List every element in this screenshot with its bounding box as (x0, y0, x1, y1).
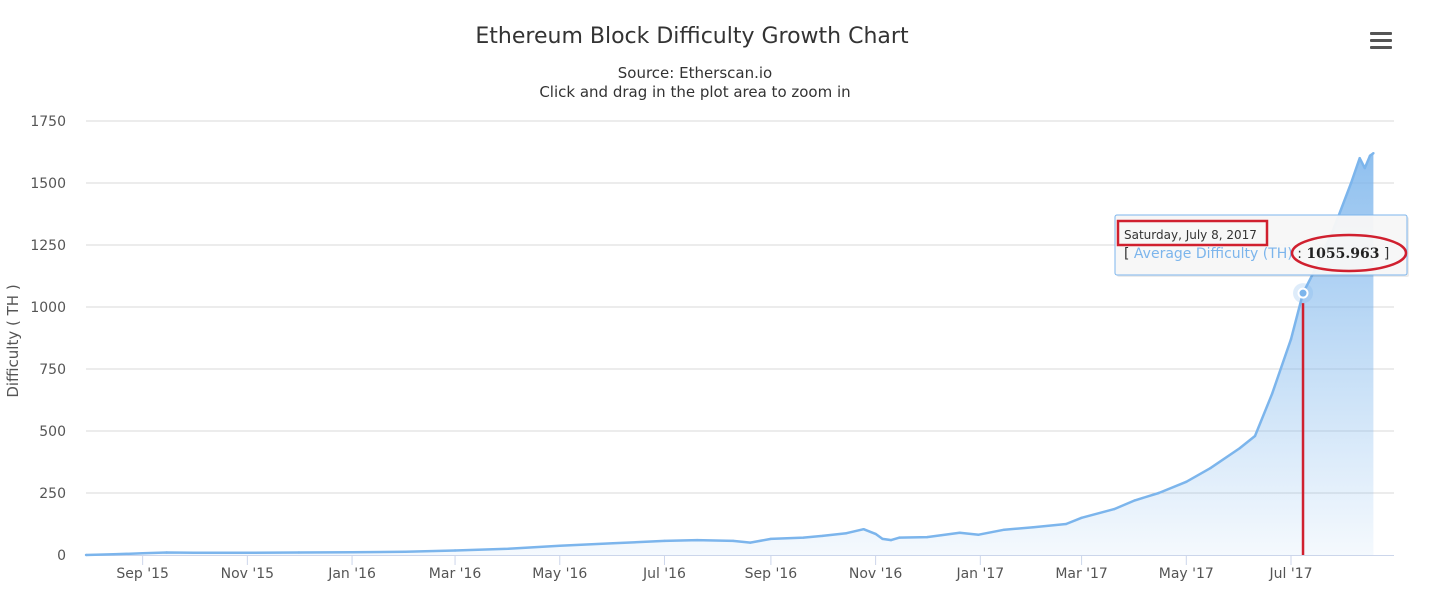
x-tick-label: Sep '16 (745, 566, 798, 582)
tooltip-annotation-layer: Saturday, July 8, 2017 [ Average Difficul… (1114, 214, 1409, 555)
x-tick-label: Nov '15 (221, 566, 274, 582)
data-point[interactable] (611, 542, 615, 545)
x-tick-label: Jul '16 (642, 566, 686, 582)
data-point[interactable] (1349, 181, 1353, 185)
data-point[interactable] (453, 549, 457, 552)
chart-subtitle-source: Source: Etherscan.io (618, 64, 772, 82)
data-point[interactable] (1368, 154, 1372, 157)
series-layer (84, 152, 1375, 557)
data-point[interactable] (165, 551, 168, 554)
x-tick-label: Sep '15 (116, 566, 169, 582)
data-point[interactable] (404, 550, 407, 553)
x-tick-label: May '16 (532, 566, 587, 582)
data-point[interactable] (1209, 467, 1212, 470)
y-tick-label: 0 (57, 548, 66, 564)
y-tick-label: 250 (39, 486, 66, 502)
data-point[interactable] (1289, 338, 1293, 341)
data-point[interactable] (862, 528, 865, 531)
data-point[interactable] (507, 547, 510, 550)
data-point[interactable] (663, 539, 666, 543)
data-point[interactable] (1372, 152, 1375, 155)
hamburger-menu-icon[interactable] (1363, 28, 1399, 54)
data-point[interactable] (350, 551, 354, 554)
data-point[interactable] (112, 553, 115, 556)
data-point[interactable] (1253, 434, 1257, 438)
data-point[interactable] (925, 535, 929, 539)
y-tick-label: 750 (39, 362, 66, 378)
tooltip-date: Saturday, July 8, 2017 (1124, 228, 1257, 242)
data-point[interactable] (1358, 157, 1361, 160)
data-point[interactable] (845, 532, 848, 535)
x-tick-label: Mar '17 (1055, 566, 1108, 582)
data-point[interactable] (731, 539, 735, 543)
chart-title: Ethereum Block Difficulty Growth Chart (475, 24, 909, 49)
hover-point-marker[interactable] (1297, 287, 1309, 299)
data-point[interactable] (1113, 507, 1116, 511)
y-tick-label: 1250 (30, 238, 66, 254)
x-tick-label: Jan '16 (327, 566, 376, 582)
y-tick-label: 1000 (30, 300, 66, 316)
data-point[interactable] (1157, 491, 1161, 495)
y-axis-ticks: 0 250 500 750 1000 1250 1500 1750 (30, 114, 66, 564)
y-tick-label: 500 (39, 424, 66, 440)
data-point[interactable] (141, 552, 144, 555)
series-area-fill (86, 153, 1374, 555)
data-point[interactable] (1080, 516, 1083, 519)
y-axis-label: Difficulty ( TH ) (4, 284, 22, 397)
data-point[interactable] (749, 541, 752, 544)
data-point[interactable] (958, 531, 961, 534)
data-point[interactable] (874, 532, 877, 536)
data-point[interactable] (1032, 526, 1035, 529)
tooltip-close-bracket: ] (1379, 246, 1389, 262)
y-tick-label: 1500 (30, 176, 66, 192)
data-point[interactable] (1003, 528, 1006, 531)
data-point[interactable] (1363, 166, 1367, 170)
x-tick-label: Jan '17 (955, 566, 1004, 582)
x-tick-label: Jul '17 (1269, 566, 1313, 582)
x-axis-ticks: Sep '15 Nov '15 Jan '16 Mar '16 May '16 Jul '… (116, 555, 1313, 582)
y-tick-label: 1750 (30, 114, 66, 130)
data-point[interactable] (881, 537, 884, 541)
gridlines (86, 120, 1394, 556)
data-point[interactable] (558, 544, 561, 547)
data-point[interactable] (192, 551, 196, 554)
data-point[interactable] (1064, 522, 1068, 526)
data-point[interactable] (695, 538, 699, 542)
data-point[interactable] (889, 538, 893, 542)
series-line (85, 152, 1375, 557)
data-point[interactable] (821, 534, 824, 538)
x-tick-label: Nov '16 (849, 566, 903, 582)
tooltip-colon: : (1293, 246, 1307, 262)
data-point[interactable] (898, 536, 901, 539)
tooltip-series-name: Average Difficulty (TH) (1134, 246, 1293, 262)
data-point[interactable] (802, 536, 805, 539)
tooltip-series-row: [ Average Difficulty (TH) : 1055.963 ] (1124, 246, 1389, 262)
data-point[interactable] (1270, 392, 1274, 395)
data-point[interactable] (769, 537, 773, 541)
tooltip-open-bracket: [ (1124, 246, 1134, 262)
date-highlight-box (1116, 219, 1269, 247)
tooltip-value: 1055.963 (1306, 246, 1379, 262)
data-point[interactable] (1238, 447, 1241, 450)
data-point[interactable] (246, 551, 249, 554)
data-point[interactable] (1185, 480, 1188, 483)
x-tick-label: Mar '16 (429, 566, 482, 582)
value-highlight-ellipse (1290, 233, 1408, 273)
data-point[interactable] (297, 551, 301, 554)
data-point[interactable] (84, 553, 88, 557)
data-point[interactable] (1133, 499, 1137, 502)
x-tick-label: May '17 (1159, 566, 1214, 582)
data-point[interactable] (977, 533, 980, 536)
chart-subtitle-hint: Click and drag in the plot area to zoom … (539, 83, 850, 101)
